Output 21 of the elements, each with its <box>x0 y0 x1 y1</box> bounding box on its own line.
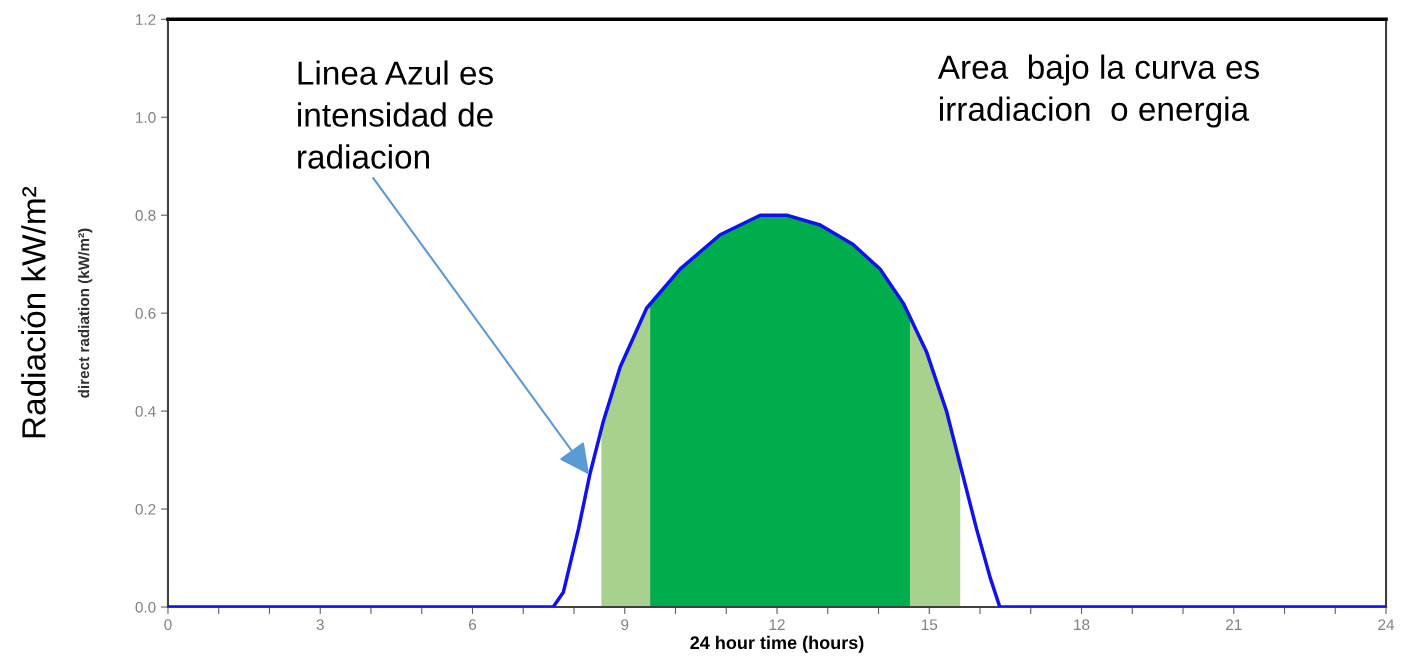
annotation: Linea Azul es intensidad de radiacion <box>298 60 493 169</box>
x-tick-label: 18 <box>1074 619 1090 631</box>
text: direct radiation (kW/m²) <box>78 228 93 398</box>
y-axis-title: Radiación kW/m² <box>20 186 46 438</box>
x-tick-label: 15 <box>921 619 938 631</box>
x-tick-label: 9 <box>621 619 629 631</box>
annotation: Area bajo la curva es irradiacion o energia <box>937 54 1259 128</box>
x-tick-label: 3 <box>316 619 324 631</box>
x-tick-label: 6 <box>469 619 477 631</box>
y-tick-label: 0.8 <box>135 210 156 221</box>
y-tick-label: 1.0 <box>136 112 156 123</box>
x-tick-label: 24 <box>1378 619 1395 630</box>
x-axis-title: 24 hour time (hours) <box>690 635 864 653</box>
y-tick-label: 1.2 <box>136 14 156 25</box>
y-tick-label: 0.2 <box>135 503 156 515</box>
y-tick-label: 0.6 <box>135 308 156 319</box>
x-tick-label: 21 <box>1226 619 1242 630</box>
x-tick-label: 0 <box>164 619 172 631</box>
x-tick-label: 12 <box>769 619 785 630</box>
y-tick-label: 0.4 <box>135 405 156 417</box>
y-tick-label: 0.0 <box>135 601 156 613</box>
